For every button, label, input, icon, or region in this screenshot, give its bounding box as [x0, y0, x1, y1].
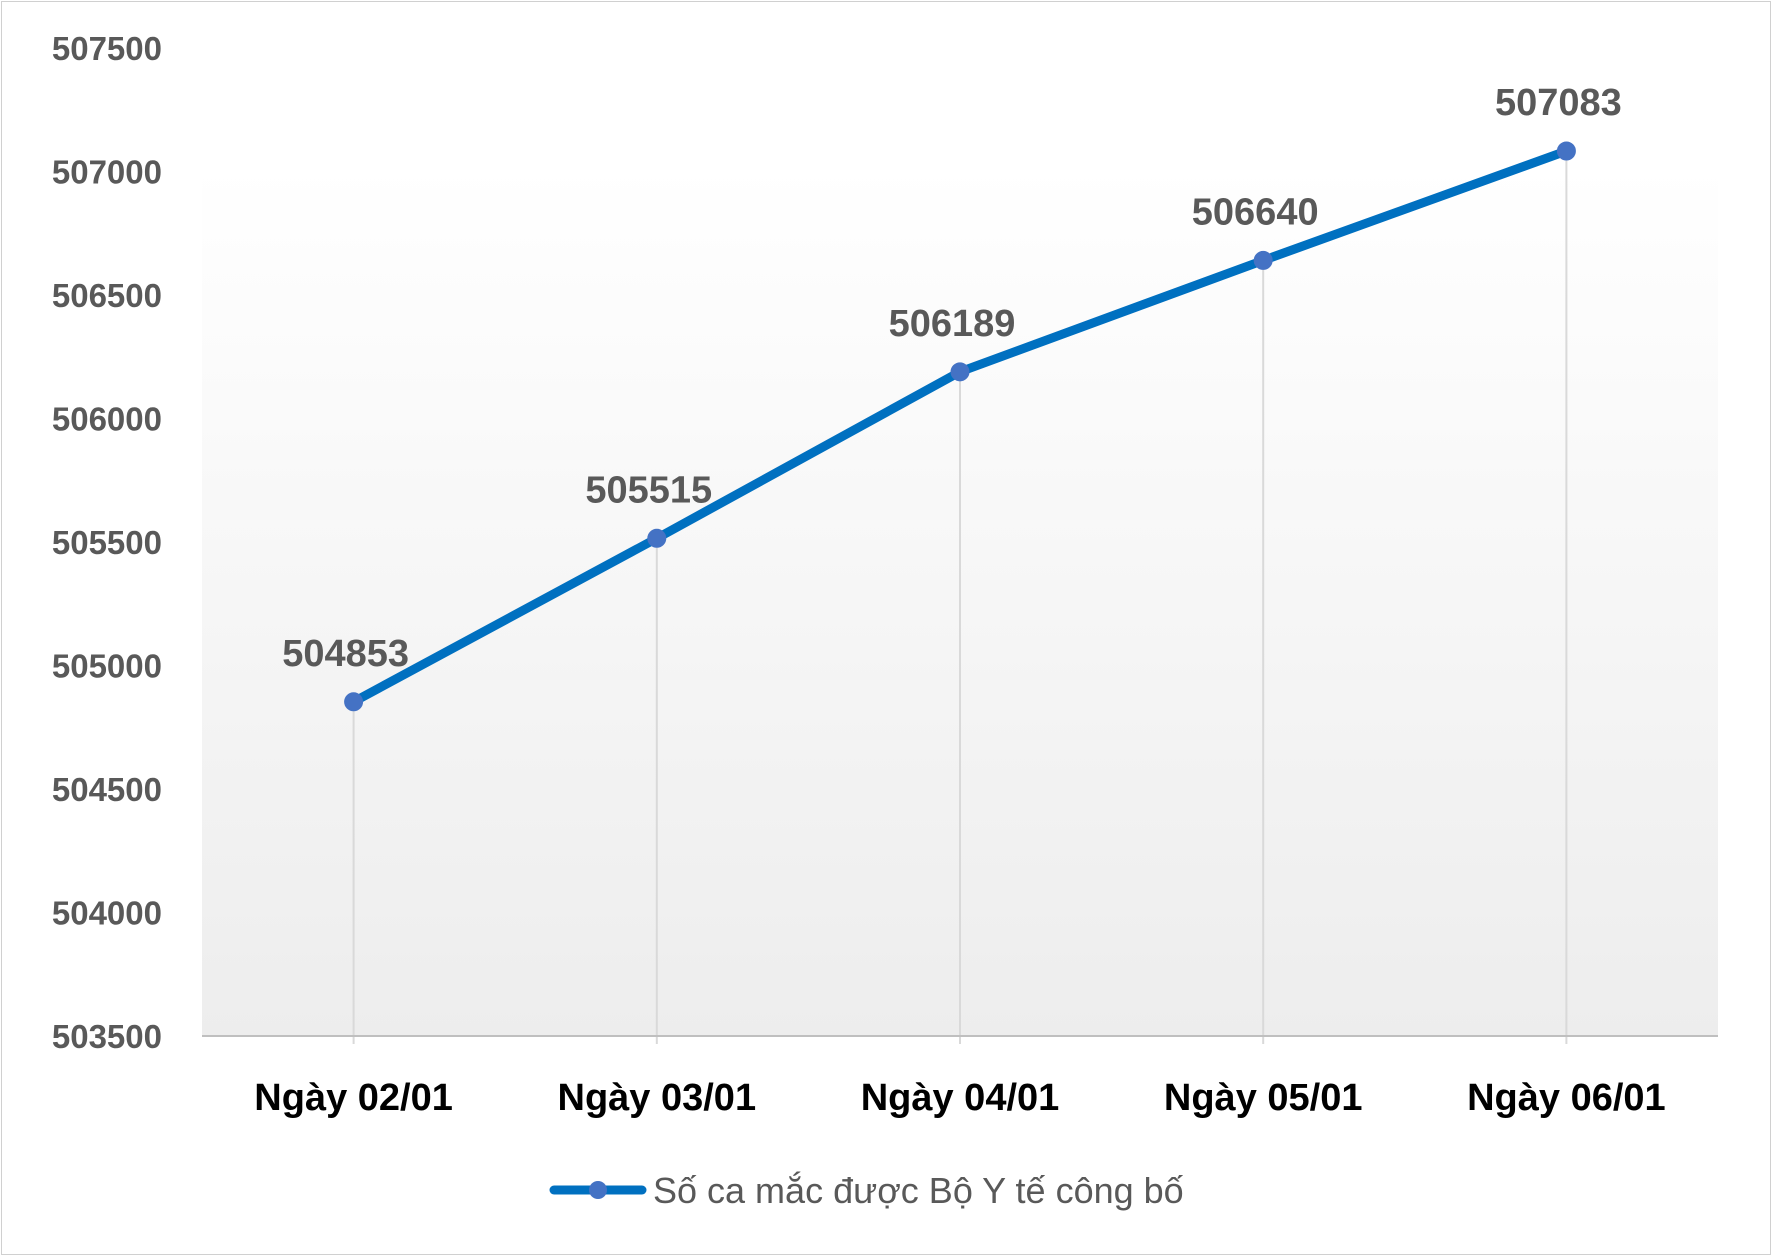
y-tick-label: 504000 [52, 895, 162, 932]
data-point [647, 528, 667, 548]
legend-series-marker [589, 1181, 607, 1199]
data-label: 504853 [282, 633, 409, 675]
x-tick-label: Ngày 03/01 [558, 1077, 757, 1119]
data-label: 506640 [1192, 191, 1319, 233]
x-tick-label: Ngày 04/01 [861, 1077, 1060, 1119]
x-tick-label: Ngày 05/01 [1164, 1077, 1363, 1119]
y-tick-label: 505000 [52, 648, 162, 685]
y-tick-label: 503500 [52, 1018, 162, 1055]
y-tick-label: 507000 [52, 154, 162, 191]
data-point [1556, 141, 1576, 161]
legend: Số ca mắc được Bộ Y tế công bố [549, 1170, 1184, 1211]
data-point [344, 692, 364, 712]
x-tick-label: Ngày 06/01 [1467, 1077, 1666, 1119]
y-tick-label: 505500 [52, 524, 162, 561]
data-point [950, 362, 970, 382]
x-tick-label: Ngày 02/01 [254, 1077, 453, 1119]
data-label: 507083 [1495, 82, 1622, 124]
data-label: 505515 [585, 469, 712, 511]
data-label: 506189 [889, 303, 1016, 345]
y-tick-label: 506000 [52, 401, 162, 438]
x-axis-tick-labels: Ngày 02/01 Ngày 03/01 Ngày 04/01 Ngày 05/01… [254, 1077, 1665, 1119]
y-tick-label: 504500 [52, 771, 162, 808]
series-layer [344, 141, 1576, 712]
y-tick-label: 507500 [52, 30, 162, 67]
data-point [1253, 250, 1273, 270]
legend-series-label: Số ca mắc được Bộ Y tế công bố [653, 1170, 1184, 1211]
vertical-gridlines [352, 150, 1568, 1044]
y-tick-label: 506500 [52, 277, 162, 314]
data-labels: 504853 505515 506189 506640 507083 [282, 82, 1622, 675]
y-axis-tick-labels: 503500 504000 504500 505000 505500 506000 5065… [52, 30, 162, 1055]
